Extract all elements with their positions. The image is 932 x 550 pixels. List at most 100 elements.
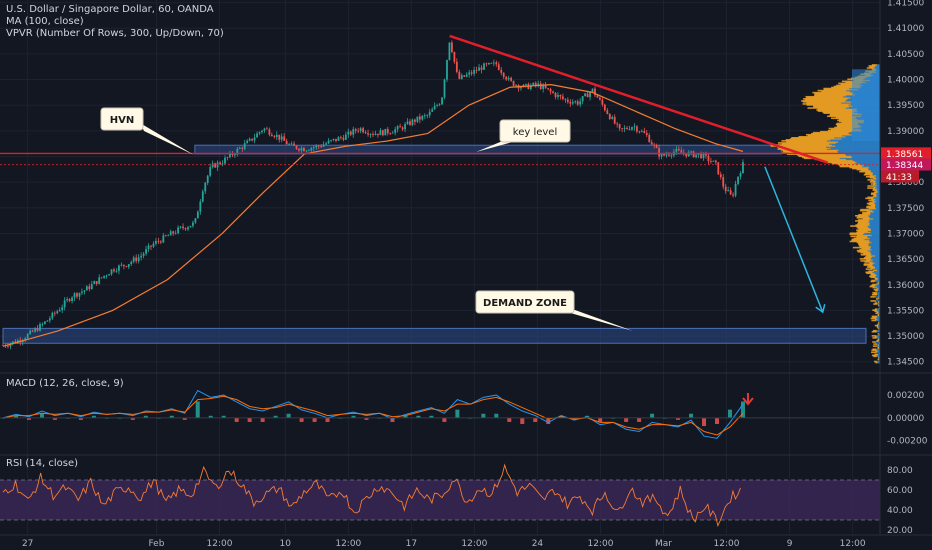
candle-body <box>446 59 448 80</box>
vpvr-bar-up <box>870 273 876 276</box>
candle-body <box>648 134 651 143</box>
rsi-tick-label: 60.00 <box>887 486 913 496</box>
macd-hist-bar <box>715 417 720 424</box>
vpvr-bar-down <box>838 141 880 143</box>
vpvr-bar-down <box>876 351 880 354</box>
vpvr-bar-up <box>877 344 880 346</box>
price-tick-label: 1.41500 <box>887 0 924 9</box>
vpvr-bar-down <box>874 201 880 204</box>
vpvr-bar-up <box>856 241 872 244</box>
vpvr-bar-up <box>855 220 870 222</box>
candle-body <box>660 154 663 157</box>
vpvr-bar-up <box>836 84 863 87</box>
candle-body <box>167 235 170 237</box>
rsi-legend-text[interactable]: RSI (14, close) <box>6 458 79 469</box>
macd-legend-text[interactable]: MACD (12, 26, close, 9) <box>6 378 124 389</box>
vpvr-bar-down <box>873 197 880 200</box>
price-tick-label: 1.35000 <box>887 332 924 342</box>
macd-hist-bar <box>78 417 83 420</box>
vpvr-bar-down <box>876 178 880 180</box>
macd-hist-bar <box>546 417 551 424</box>
vpvr-bar-down <box>826 146 880 148</box>
trendline <box>449 34 829 164</box>
macd-hist-bar <box>182 417 187 420</box>
vpvr-bar-up <box>872 195 877 198</box>
candle-body <box>732 194 735 196</box>
macd-hist-bar <box>702 417 707 427</box>
vpvr-bar-up <box>813 106 849 108</box>
vpvr-bar-down <box>876 200 880 203</box>
vpvr-bar-down <box>874 280 880 283</box>
demand-zone-callout[interactable]: DEMAND ZONE <box>475 290 633 331</box>
vpvr-bar-up <box>869 66 875 68</box>
candle-body <box>643 131 646 134</box>
vpvr-bar-up <box>865 268 873 270</box>
candle-body <box>61 307 64 311</box>
vpvr-bar-up <box>875 312 879 315</box>
vpvr-bar-up <box>865 271 873 274</box>
vpvr-bar-down <box>874 175 880 178</box>
vpvr-bar-down <box>878 347 880 349</box>
vpvr-bar-up <box>828 127 854 130</box>
candle-body <box>95 281 98 284</box>
price-tick-label: 1.40000 <box>887 76 924 86</box>
vpvr-bar-up <box>786 141 839 143</box>
hvn-label: HVN <box>110 115 134 126</box>
candle-body <box>663 154 665 156</box>
key-level-callout[interactable]: key level <box>476 119 571 152</box>
candle-body <box>495 62 498 65</box>
symbol-title[interactable]: U.S. Dollar / Singapore Dollar, 60, OAND… <box>6 4 214 15</box>
vpvr-bar-up <box>801 100 846 102</box>
vpvr-bar-up <box>877 297 880 299</box>
candle-body <box>344 134 347 140</box>
vpvr-bar-up <box>868 203 876 206</box>
vpvr-bar-down <box>874 262 880 264</box>
candle-body <box>463 75 466 77</box>
vpvr-bar-down <box>869 219 880 221</box>
candle-body <box>251 138 254 141</box>
vpvr-bar-up <box>874 360 877 363</box>
candle-body <box>443 79 446 98</box>
vpvr-bar-down <box>876 184 880 186</box>
candle-body <box>566 99 569 102</box>
vpvr-bar-up <box>875 350 878 353</box>
rsi-legend: RSI (14, close) <box>6 458 78 470</box>
vpvr-bar-up <box>777 148 827 150</box>
candle-body <box>68 299 71 302</box>
vpvr-bar-down <box>871 241 880 244</box>
vpvr-bar-up <box>866 272 875 275</box>
time-tick-label: 12:00 <box>335 539 361 549</box>
candle-body <box>497 64 500 70</box>
vpvr-bar-down <box>864 232 880 235</box>
vpvr-bar-down <box>875 279 880 282</box>
vpvr-bar-down <box>870 250 880 253</box>
macd-tick-label: -0.00200 <box>887 437 928 447</box>
candle-body <box>697 153 700 155</box>
vpvr-bar-up <box>852 167 868 170</box>
candle-body <box>707 155 710 162</box>
candle-body <box>594 88 596 96</box>
vpvr-bar-up <box>856 226 868 228</box>
hvn-callout[interactable]: HVN <box>100 107 194 155</box>
vpvr-bar-up <box>869 201 875 204</box>
candle-body <box>46 320 49 322</box>
candle-body <box>687 152 690 157</box>
vpvr-bar-down <box>877 350 880 353</box>
vpvr-bar-down <box>876 283 880 286</box>
vpvr-legend[interactable]: VPVR (Number Of Rows, 300, Up/Down, 70) <box>6 28 224 39</box>
vpvr-bar-up <box>870 296 876 298</box>
vpvr-bar-up <box>827 161 857 164</box>
vpvr-bar-down <box>876 355 880 358</box>
candle-body <box>557 94 559 98</box>
vpvr-bar-up <box>858 242 869 245</box>
vpvr-bar-up <box>857 227 870 229</box>
vpvr-bar-up <box>869 181 876 183</box>
vpvr-bar-up <box>874 353 878 356</box>
candle-body <box>85 286 88 291</box>
vpvr-bar-up <box>856 234 872 237</box>
vpvr-bar-up <box>839 165 862 168</box>
ma-legend[interactable]: MA (100, close) <box>6 16 84 27</box>
vpvr-bar-down <box>878 339 880 341</box>
candle-body <box>288 144 291 145</box>
